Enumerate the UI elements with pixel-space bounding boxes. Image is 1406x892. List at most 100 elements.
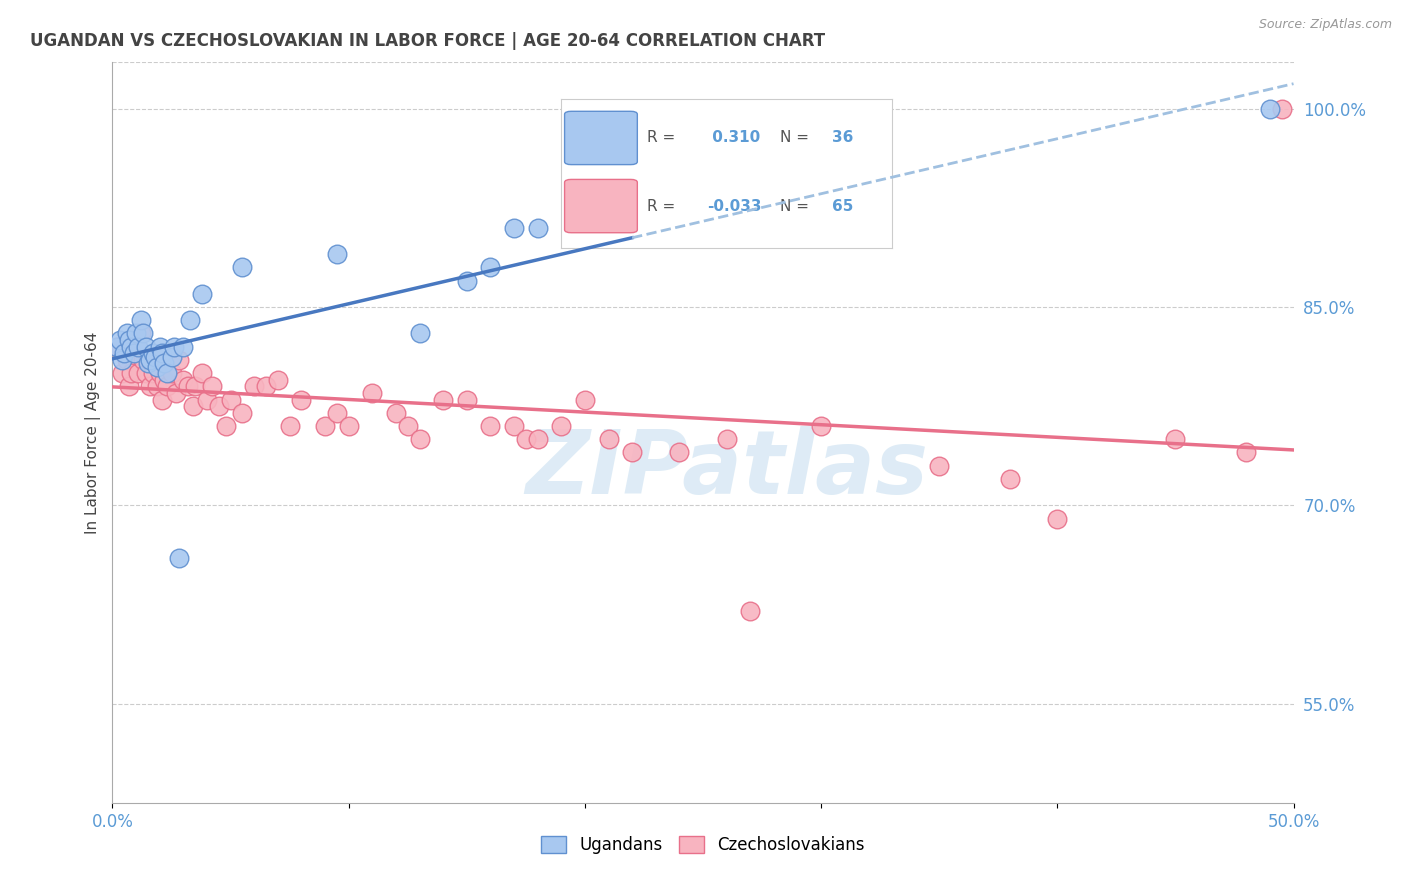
Point	[112, 346, 135, 360]
Point	[668, 445, 690, 459]
Point	[172, 373, 194, 387]
Point	[503, 220, 526, 235]
Point	[928, 458, 950, 473]
Point	[267, 373, 290, 387]
Y-axis label: In Labor Force | Age 20-64: In Labor Force | Age 20-64	[86, 332, 101, 533]
Point	[125, 326, 148, 341]
Point	[1234, 445, 1257, 459]
Point	[184, 379, 207, 393]
Point	[526, 432, 548, 446]
Point	[195, 392, 218, 407]
Point	[156, 379, 179, 393]
Point	[231, 406, 253, 420]
Point	[177, 379, 200, 393]
Point	[153, 373, 176, 387]
Point	[191, 286, 214, 301]
Point	[998, 472, 1021, 486]
Point	[740, 604, 762, 618]
Point	[574, 392, 596, 407]
Point	[127, 340, 149, 354]
Point	[503, 419, 526, 434]
Point	[139, 352, 162, 367]
Point	[432, 392, 454, 407]
Point	[150, 346, 173, 360]
Point	[167, 352, 190, 367]
Point	[314, 419, 336, 434]
Point	[716, 432, 738, 446]
Point	[456, 392, 478, 407]
Point	[408, 432, 430, 446]
Text: ZIPatlas: ZIPatlas	[524, 426, 928, 513]
Point	[150, 392, 173, 407]
Point	[326, 406, 349, 420]
Point	[118, 379, 141, 393]
Point	[219, 392, 242, 407]
Point	[526, 220, 548, 235]
Point	[146, 379, 169, 393]
Point	[361, 386, 384, 401]
Point	[243, 379, 266, 393]
Text: UGANDAN VS CZECHOSLOVAKIAN IN LABOR FORCE | AGE 20-64 CORRELATION CHART: UGANDAN VS CZECHOSLOVAKIAN IN LABOR FORC…	[30, 32, 825, 50]
Point	[125, 340, 148, 354]
Point	[1271, 102, 1294, 116]
Point	[132, 352, 155, 367]
Point	[127, 366, 149, 380]
Point	[139, 379, 162, 393]
Point	[408, 326, 430, 341]
Point	[215, 419, 238, 434]
Text: Source: ZipAtlas.com: Source: ZipAtlas.com	[1258, 18, 1392, 31]
Point	[135, 366, 157, 380]
Point	[167, 551, 190, 566]
Point	[120, 366, 142, 380]
Point	[111, 352, 134, 367]
Point	[254, 379, 277, 393]
Point	[115, 352, 138, 367]
Point	[191, 366, 214, 380]
Point	[515, 432, 537, 446]
Legend: Ugandans, Czechoslovakians: Ugandans, Czechoslovakians	[534, 830, 872, 861]
Point	[120, 340, 142, 354]
Point	[278, 419, 301, 434]
Point	[153, 355, 176, 369]
Point	[163, 340, 186, 354]
Point	[143, 352, 166, 367]
Point	[142, 366, 165, 380]
Point	[122, 346, 145, 360]
Point	[337, 419, 360, 434]
Point	[479, 419, 502, 434]
Point	[810, 419, 832, 434]
Point	[149, 366, 172, 380]
Point	[149, 340, 172, 354]
Point	[129, 313, 152, 327]
Point	[156, 366, 179, 380]
Point	[160, 351, 183, 365]
Point	[136, 352, 159, 367]
Point	[1164, 432, 1187, 446]
Point	[201, 379, 224, 393]
Point	[598, 432, 620, 446]
Point	[181, 399, 204, 413]
Point	[105, 340, 128, 354]
Point	[172, 340, 194, 354]
Point	[179, 313, 201, 327]
Point	[550, 419, 572, 434]
Point	[142, 346, 165, 360]
Point	[129, 326, 152, 341]
Point	[208, 399, 231, 413]
Point	[160, 366, 183, 380]
Point	[111, 366, 134, 380]
Point	[115, 326, 138, 341]
Point	[165, 386, 187, 401]
Point	[385, 406, 408, 420]
Point	[118, 333, 141, 347]
Point	[146, 359, 169, 374]
Point	[136, 355, 159, 369]
Point	[108, 333, 131, 347]
Point	[1258, 102, 1281, 116]
Point	[231, 260, 253, 275]
Point	[290, 392, 312, 407]
Point	[135, 340, 157, 354]
Point	[105, 340, 128, 354]
Point	[132, 326, 155, 341]
Point	[143, 351, 166, 365]
